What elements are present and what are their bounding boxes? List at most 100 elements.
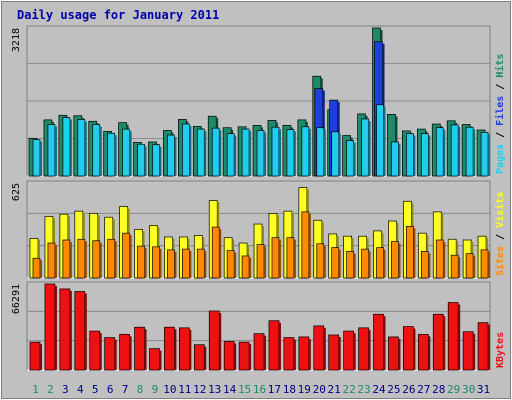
bar-kbytes-shade	[473, 333, 476, 370]
bar-sites-shade	[368, 251, 371, 278]
bar-sites-shade	[308, 213, 311, 278]
bar-kbytes-shade	[69, 290, 72, 370]
bar-sites	[241, 255, 250, 279]
bar-kbytes-shade	[383, 316, 386, 370]
bar-sites	[107, 238, 116, 279]
bar-kbytes-shade	[129, 336, 132, 370]
bar-pages-shade	[219, 130, 222, 176]
bar-sites	[435, 239, 444, 279]
bar-pages	[435, 127, 444, 177]
bar-kbytes	[417, 333, 429, 371]
x-tick-label: 26	[402, 383, 415, 396]
x-tick-label: 27	[417, 383, 430, 396]
bar-sites	[152, 246, 160, 279]
panel-middle: 625 Sites / Visits	[11, 180, 506, 279]
bar-sites	[361, 248, 369, 279]
bar-pages-shade	[249, 131, 252, 176]
bar-kbytes	[193, 344, 205, 371]
bar-kbytes	[134, 326, 145, 371]
bar-sites	[286, 237, 295, 279]
legend-item-visits: Visits	[494, 192, 506, 228]
legend-bottom: KBytes	[495, 332, 506, 368]
bar-kbytes	[253, 333, 265, 371]
bar-pages-shade	[40, 141, 42, 176]
legend-item-hits: Hits	[494, 54, 506, 78]
bar-kbytes	[268, 320, 280, 371]
bar-kbytes	[89, 330, 101, 371]
bar-pages-shade	[353, 142, 356, 176]
bar-pages-shade	[99, 126, 102, 176]
bar-pages-shade	[428, 135, 431, 176]
bar-pages-shade	[54, 126, 57, 176]
chart-title: Daily usage for January 2011	[17, 8, 219, 22]
bar-pages	[271, 126, 280, 177]
bar-sites-shade	[40, 260, 42, 278]
bar-sites-shade	[54, 245, 57, 278]
bar-sites-shade	[458, 257, 461, 278]
bar-sites-shade	[353, 253, 356, 278]
bar-pages-shade	[443, 129, 446, 176]
bar-pages-shade	[383, 106, 386, 176]
bar-sites	[226, 250, 235, 279]
bar-sites-shade	[398, 243, 401, 278]
bar-sites	[465, 253, 474, 279]
x-tick-label: 30	[462, 383, 475, 396]
bar-kbytes-shade	[249, 344, 252, 370]
bar-sites-shade	[473, 255, 476, 278]
bar-pages-shade	[204, 131, 207, 176]
bar-kbytes	[328, 334, 340, 371]
bar-sites	[92, 240, 101, 279]
x-tick-label: 29	[447, 383, 460, 396]
legend-separator: /	[495, 126, 506, 144]
bar-pages-shade	[159, 146, 162, 176]
x-tick-label: 6	[107, 383, 114, 396]
bar-sites-shade	[234, 252, 237, 278]
bar-pages	[196, 128, 205, 177]
bar-pages	[226, 133, 235, 177]
bar-kbytes	[477, 322, 489, 371]
legend-middle: Sites / Visits	[494, 192, 506, 276]
bar-pages	[331, 131, 340, 177]
bar-sites-shade	[383, 249, 386, 278]
bar-kbytes-shade	[40, 344, 42, 370]
bar-kbytes	[283, 337, 295, 371]
bar-kbytes-shade	[54, 286, 57, 370]
axis-max-label-top: 3218	[11, 28, 22, 52]
bar-kbytes	[403, 326, 414, 371]
bar-sites-shade	[428, 253, 431, 278]
bar-kbytes-shade	[84, 293, 87, 370]
x-tick-label: 19	[298, 383, 311, 396]
bar-kbytes	[447, 302, 459, 371]
bar-pages	[480, 131, 489, 177]
axis-max-label-middle: 625	[11, 183, 22, 201]
x-tick-label: 31	[477, 383, 490, 396]
bar-kbytes-shade	[114, 339, 117, 370]
bar-pages	[391, 141, 399, 177]
bar-sites-shade	[204, 251, 207, 278]
bar-kbytes	[179, 327, 190, 371]
x-tick-label: 23	[357, 383, 370, 396]
bar-kbytes	[432, 313, 444, 371]
bar-sites-shade	[174, 251, 177, 278]
bar-pages	[450, 124, 459, 177]
bar-kbytes-shade	[488, 324, 491, 370]
x-tick-label: 28	[432, 383, 445, 396]
bar-pages	[122, 128, 130, 177]
bar-sites	[376, 247, 384, 279]
bar-pages	[420, 133, 429, 177]
panel-bottom: 66291 KBytes	[11, 281, 506, 371]
x-tick-label: 1	[32, 383, 39, 396]
bar-pages-shade	[458, 126, 461, 176]
bar-pages	[346, 140, 354, 177]
bar-kbytes	[208, 310, 220, 371]
bar-pages	[32, 139, 41, 177]
bar-pages-shade	[473, 129, 476, 176]
bar-kbytes	[59, 288, 71, 371]
bar-sites	[346, 251, 354, 279]
bar-kbytes-shade	[458, 304, 461, 370]
x-tick-label: 16	[253, 383, 266, 396]
bar-kbytes-shade	[174, 329, 177, 370]
bar-sites	[62, 239, 71, 279]
bar-pages-shade	[174, 137, 177, 176]
